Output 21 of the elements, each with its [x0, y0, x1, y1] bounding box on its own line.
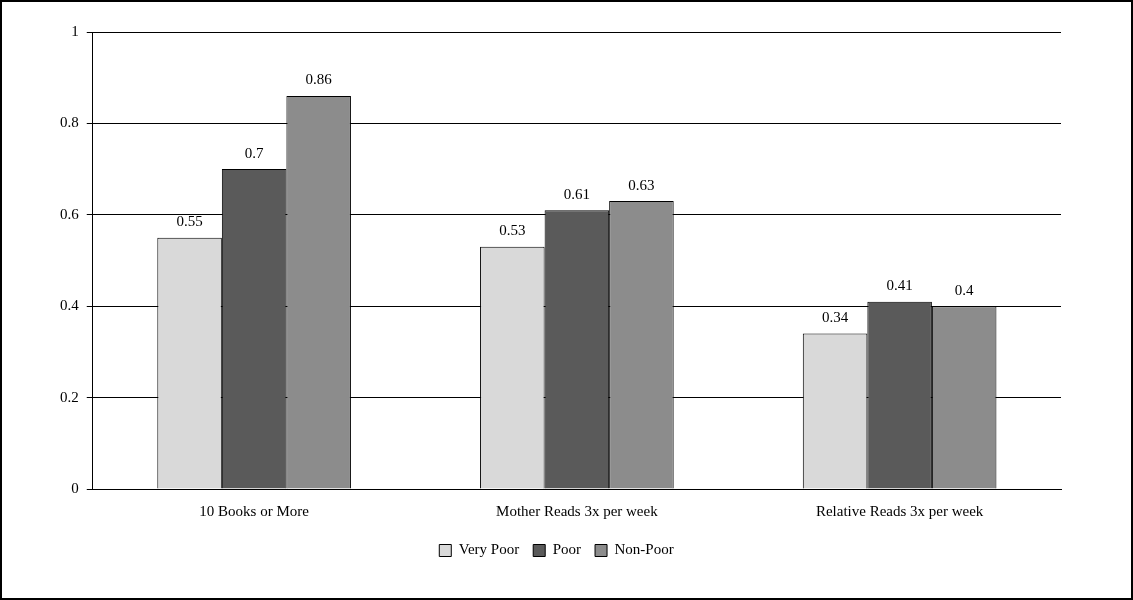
y-tick-label: 0.2: [60, 388, 79, 405]
data-label: 0.4: [954, 281, 975, 298]
y-tick-label: 0.4: [60, 297, 80, 314]
x-tick-label: Mother Reads 3x per week: [496, 502, 659, 519]
data-label: 0.41: [886, 277, 913, 294]
y-tick-label: 0.8: [60, 114, 79, 131]
y-tick-label: 0.6: [60, 205, 80, 222]
legend-label: Non-Poor: [614, 541, 674, 558]
x-tick-label: 10 Books or More: [199, 502, 310, 519]
data-label: 0.53: [499, 222, 526, 239]
data-label: 0.86: [305, 71, 333, 88]
y-tick-label: 0: [71, 479, 79, 496]
legend-label: Very Poor: [458, 541, 520, 558]
data-label: 0.34: [821, 309, 849, 326]
data-label: 0.55: [176, 213, 203, 230]
y-tick-label: 1: [71, 22, 79, 39]
data-label: 0.63: [628, 176, 655, 193]
data-label: 0.61: [563, 185, 590, 202]
data-label: 0.7: [244, 144, 264, 161]
x-tick-label: Relative Reads 3x per week: [815, 502, 984, 519]
legend-label: Poor: [552, 541, 582, 558]
